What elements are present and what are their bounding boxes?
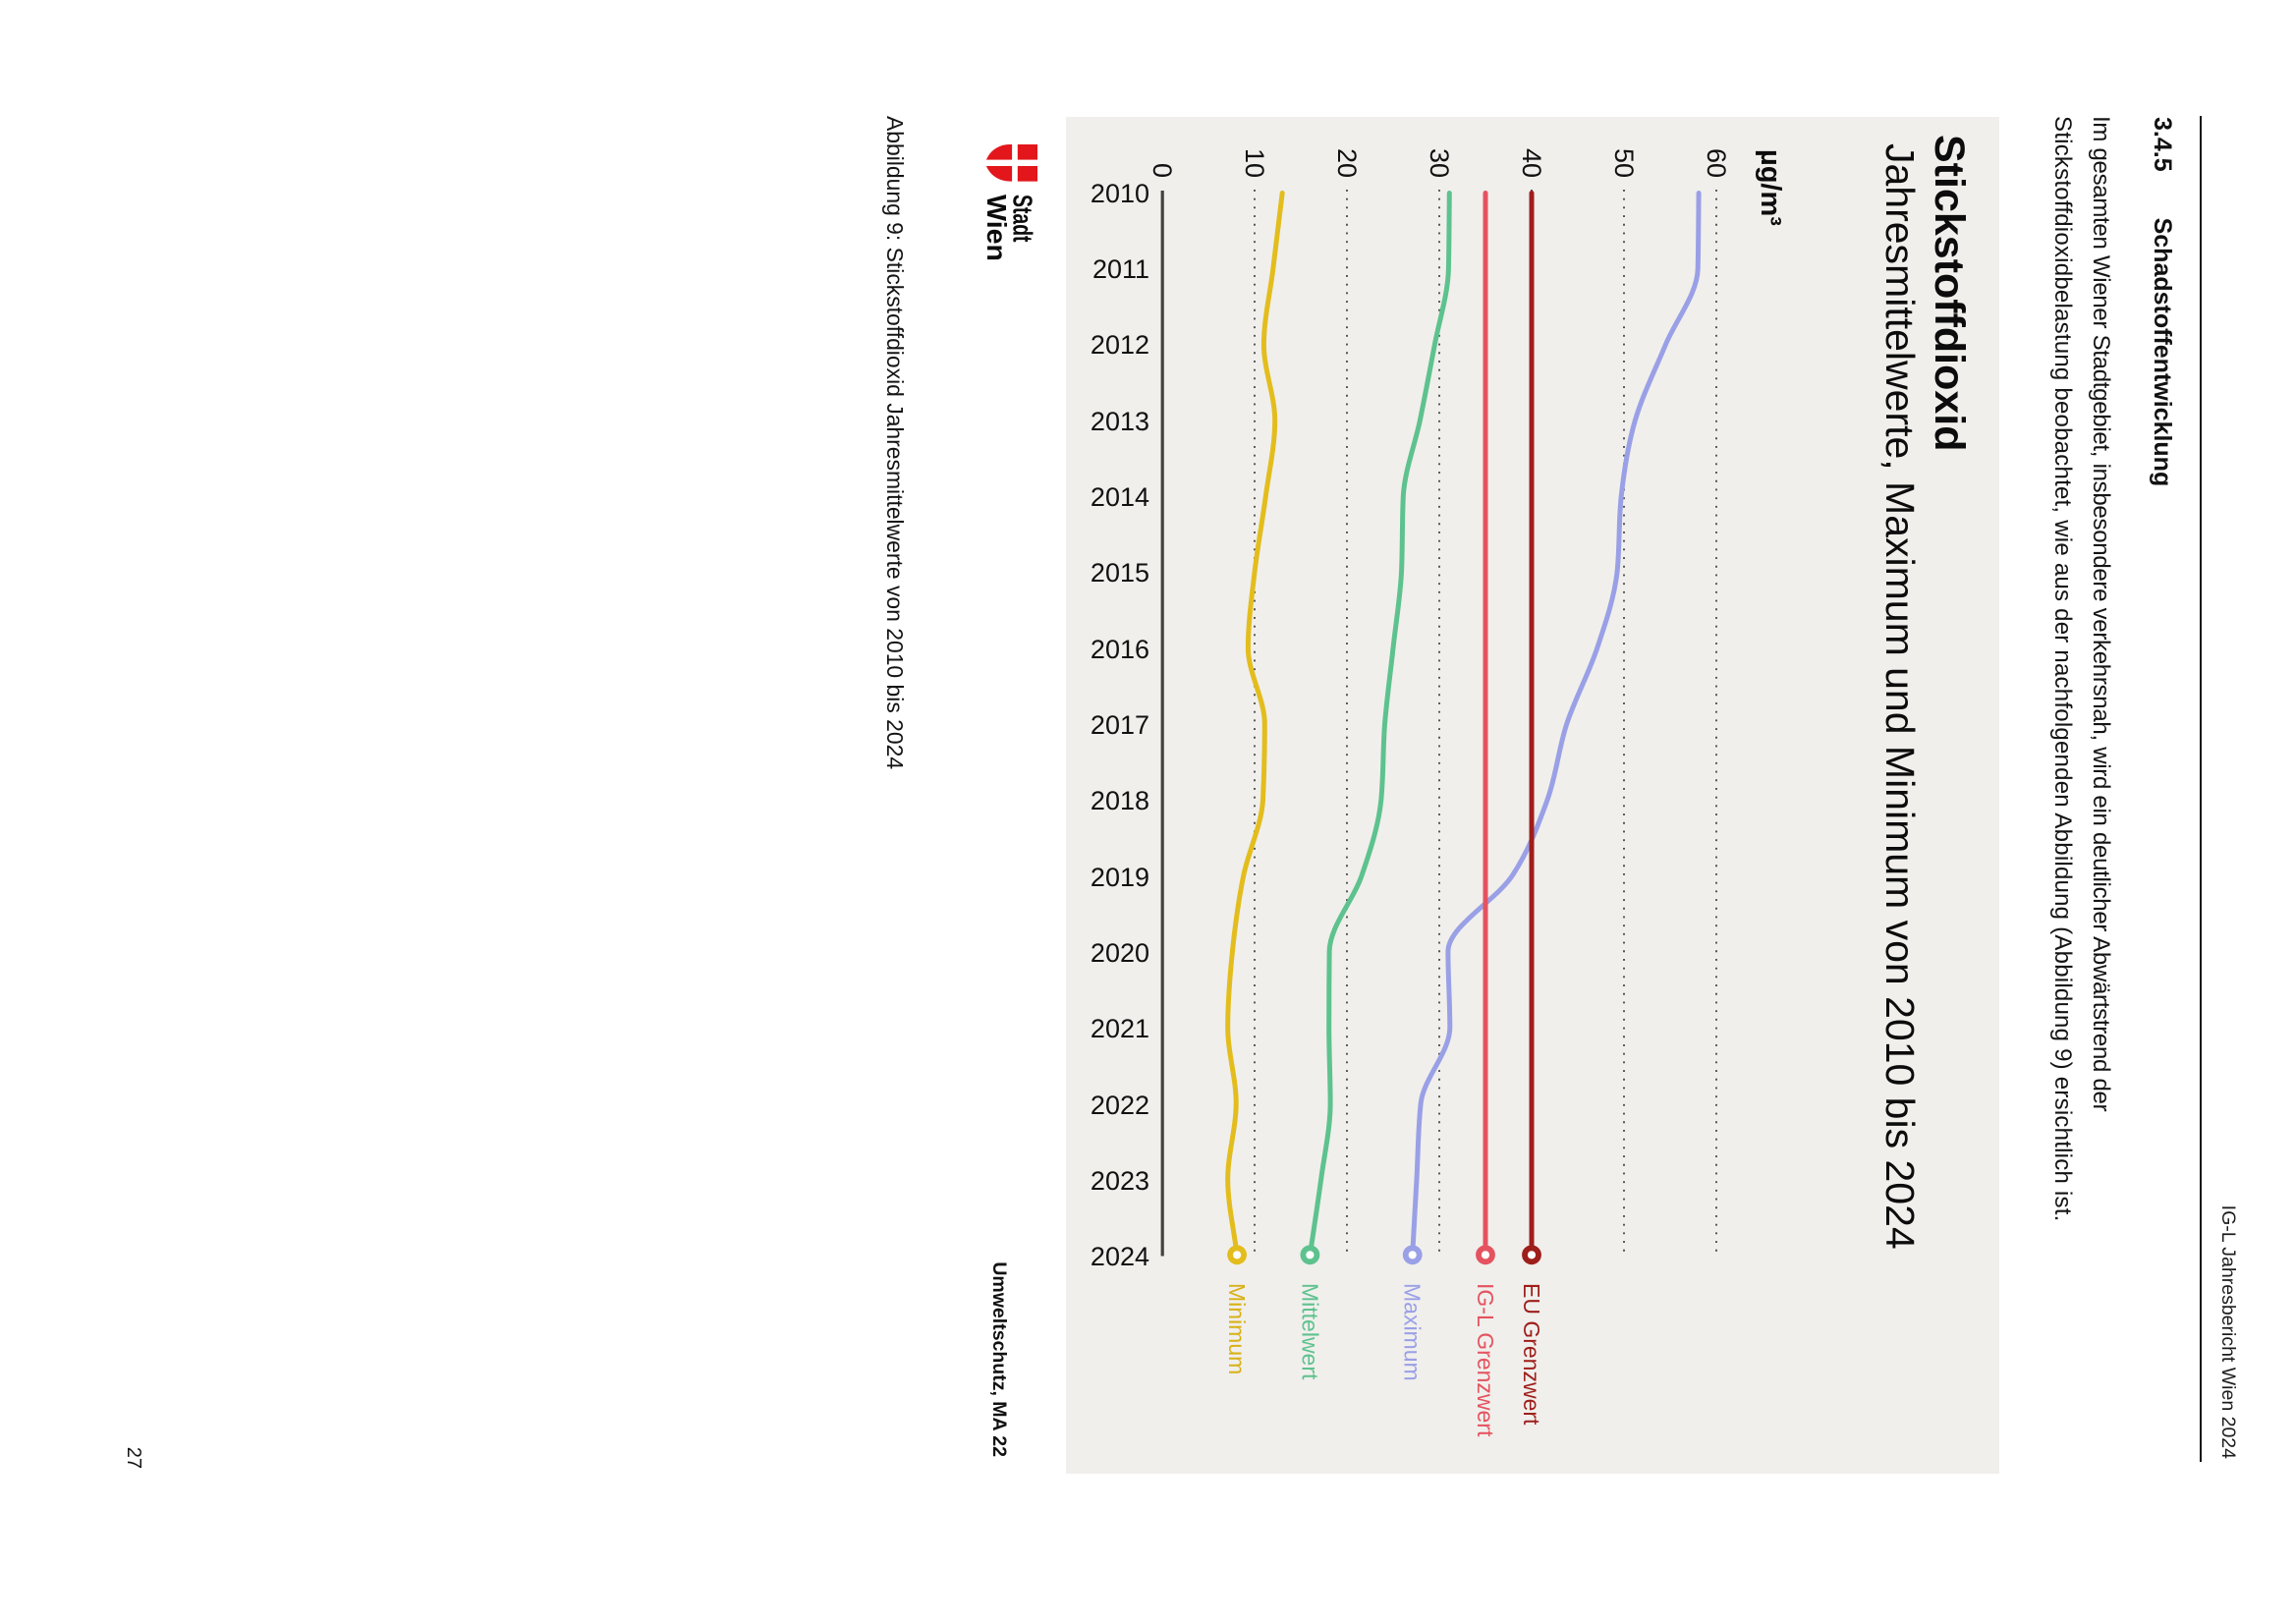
svg-text:EU Grenzwert: EU Grenzwert [1519, 1283, 1544, 1426]
svg-text:2010: 2010 [1091, 179, 1149, 208]
svg-text:20: 20 [1332, 148, 1362, 178]
svg-text:Stadt: Stadt [1008, 195, 1038, 243]
svg-text:Mittelwert: Mittelwert [1297, 1283, 1322, 1380]
svg-text:2016: 2016 [1091, 635, 1149, 664]
svg-text:0: 0 [1148, 163, 1177, 178]
svg-text:30: 30 [1425, 148, 1454, 178]
svg-text:2011: 2011 [1092, 254, 1149, 284]
svg-text:40: 40 [1517, 148, 1546, 178]
svg-text:Jahresmittelwerte, Maximum und: Jahresmittelwerte, Maximum und Minimum v… [1877, 143, 1923, 1250]
svg-text:2024: 2024 [1091, 1242, 1149, 1271]
svg-text:2013: 2013 [1091, 407, 1149, 436]
svg-text:2019: 2019 [1091, 863, 1149, 892]
svg-text:2021: 2021 [1091, 1014, 1149, 1043]
svg-text:IG-L Grenzwert: IG-L Grenzwert [1473, 1283, 1498, 1437]
svg-text:Minimum: Minimum [1224, 1283, 1250, 1374]
svg-text:2018: 2018 [1091, 786, 1149, 815]
svg-text:2022: 2022 [1091, 1091, 1149, 1120]
svg-text:2014: 2014 [1091, 482, 1149, 512]
svg-text:µg/m³: µg/m³ [1755, 149, 1786, 226]
svg-text:Stickstoffdioxid: Stickstoffdioxid [1926, 135, 1973, 452]
svg-text:2020: 2020 [1091, 938, 1149, 968]
svg-text:60: 60 [1702, 148, 1731, 178]
svg-text:Wien: Wien [982, 195, 1012, 261]
svg-text:2023: 2023 [1091, 1166, 1149, 1196]
svg-text:2012: 2012 [1091, 330, 1149, 360]
svg-text:2017: 2017 [1091, 710, 1149, 740]
svg-text:50: 50 [1609, 148, 1639, 178]
svg-text:10: 10 [1240, 148, 1269, 178]
svg-text:Maximum: Maximum [1400, 1283, 1426, 1381]
svg-text:2015: 2015 [1091, 558, 1149, 588]
